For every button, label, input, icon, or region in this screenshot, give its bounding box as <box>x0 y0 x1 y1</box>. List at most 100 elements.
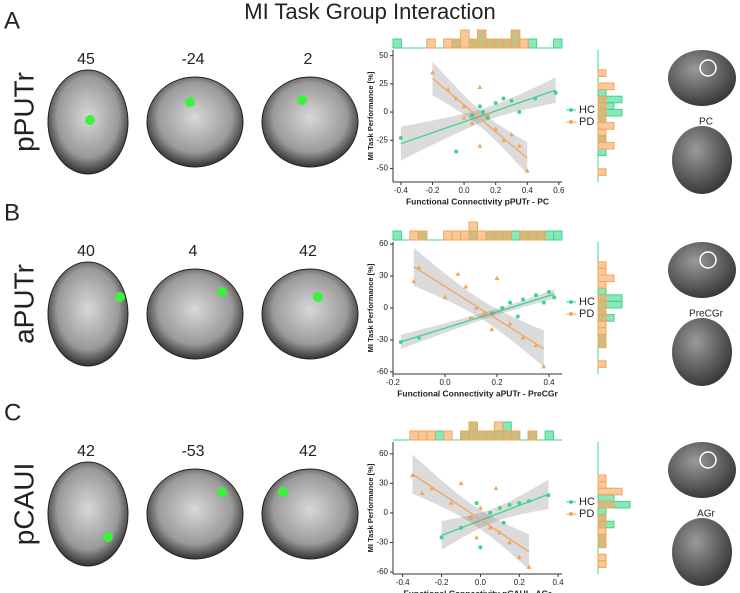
brain-label: AGr <box>697 509 715 520</box>
y-histogram-bar <box>597 267 607 276</box>
activation-spot <box>103 532 113 542</box>
activation-spot <box>185 97 195 107</box>
y-histogram-bar <box>597 102 607 110</box>
legend-marker <box>569 108 573 112</box>
x-histogram-bar <box>527 230 538 241</box>
x-histogram-bar <box>544 430 555 441</box>
brain-slice <box>146 468 244 560</box>
point <box>541 363 547 369</box>
point <box>453 95 459 101</box>
x-tick-label: -0.4 <box>396 578 410 587</box>
point <box>461 103 467 109</box>
point <box>410 472 415 478</box>
legend-marker <box>569 120 573 124</box>
y-tick-label: 30 <box>379 478 388 487</box>
point <box>430 69 435 75</box>
region-label: aPUTr <box>8 264 39 344</box>
point <box>416 264 422 270</box>
point <box>494 275 500 280</box>
y-histogram-bar <box>597 135 607 143</box>
x-tick-label: -0.2 <box>426 186 440 195</box>
legend-label: PD <box>579 508 594 520</box>
y-histogram-bar <box>597 281 607 289</box>
y-histogram-bar <box>597 487 623 496</box>
point <box>500 306 505 310</box>
x-histogram-bar <box>502 38 512 49</box>
brain-slice <box>47 461 129 567</box>
legend-label: PD <box>579 308 594 320</box>
x-tick-label: -0.2 <box>386 378 400 387</box>
point <box>497 506 502 510</box>
y-histogram-bar <box>597 128 607 137</box>
brain-render <box>668 242 736 298</box>
y-tick-label: -50 <box>376 164 388 173</box>
x-histogram-bar <box>443 230 453 241</box>
point <box>516 143 522 148</box>
x-histogram-bar <box>417 430 428 441</box>
point <box>553 90 558 95</box>
y-axis-label: MI Task Performance [%] <box>366 463 375 552</box>
point <box>468 515 474 520</box>
x-histogram-bar <box>553 230 563 241</box>
y-histogram-bar <box>597 148 607 157</box>
x-histogram-bar <box>434 430 445 441</box>
x-tick-label: 0.2 <box>491 378 503 387</box>
point <box>493 485 499 491</box>
x-tick-label: -0.4 <box>394 186 408 195</box>
legend-marker <box>569 312 573 316</box>
x-histogram-bar <box>417 230 428 241</box>
slice-number: 4 <box>189 243 198 260</box>
fit-line <box>400 293 555 343</box>
point <box>533 342 539 348</box>
region-marker <box>699 451 717 469</box>
point <box>533 96 538 101</box>
x-histogram-bar <box>510 29 521 49</box>
y-histogram-bar <box>597 69 607 77</box>
point <box>474 501 479 506</box>
slice-number: 2 <box>304 51 313 68</box>
brain-slice <box>47 261 129 367</box>
brain-slice <box>261 76 359 168</box>
y-tick-label: -25 <box>376 135 388 144</box>
x-histogram-bar <box>493 421 504 441</box>
point <box>517 501 522 506</box>
point <box>541 300 546 305</box>
point <box>445 86 451 92</box>
point <box>526 499 531 504</box>
y-histogram-bar <box>597 494 615 502</box>
legend-label: PD <box>579 116 594 128</box>
point <box>521 297 525 302</box>
y-histogram-bar <box>597 108 607 117</box>
x-histogram-bar <box>519 38 529 49</box>
point <box>469 120 475 126</box>
y-histogram-bar <box>597 168 607 176</box>
point <box>473 305 479 310</box>
activation-spot <box>217 287 227 297</box>
point <box>507 321 513 326</box>
y-histogram-bar <box>597 507 607 516</box>
y-histogram-bar <box>597 320 607 329</box>
x-histogram-bar <box>519 230 529 241</box>
slice-number: 40 <box>77 243 95 260</box>
point <box>520 335 526 340</box>
point <box>468 316 474 321</box>
x-histogram-bar <box>510 430 521 441</box>
point <box>448 500 454 505</box>
y-histogram-bar <box>597 300 607 309</box>
point <box>458 525 463 530</box>
activation-spot <box>217 487 227 497</box>
activation-spot <box>85 115 95 125</box>
point <box>507 539 512 545</box>
slice-number: 45 <box>77 51 95 68</box>
x-histogram-bar <box>502 430 512 441</box>
y-histogram-bar <box>597 527 607 535</box>
y-tick-label: 60 <box>379 239 388 248</box>
y-histogram-bar <box>597 474 607 483</box>
y-tick-label: -30 <box>376 538 388 547</box>
x-histogram-bar <box>426 430 436 441</box>
point <box>411 278 417 284</box>
y-histogram-bar <box>597 307 607 316</box>
point <box>509 132 514 137</box>
activation-spot <box>278 487 288 497</box>
legend-label: HC <box>579 104 595 116</box>
